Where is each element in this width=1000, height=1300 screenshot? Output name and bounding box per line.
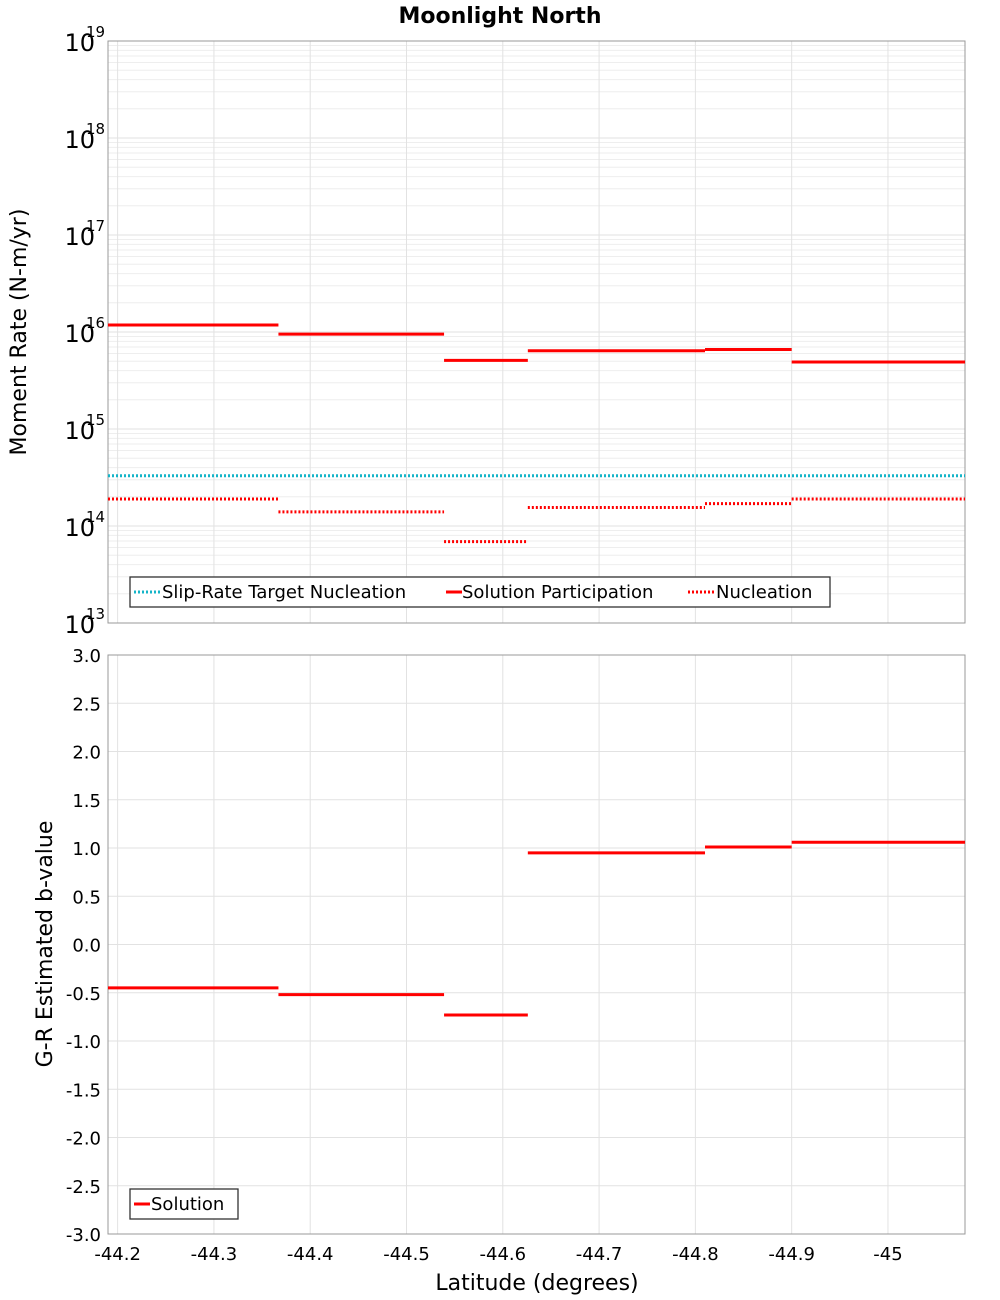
y-tick-label: -2.5: [66, 1177, 101, 1198]
series-solution-participation: [108, 323, 965, 364]
x-tick-label: -44.8: [672, 1244, 719, 1265]
x-tick-label: -44.9: [768, 1244, 815, 1265]
series-nucleation: [108, 497, 965, 544]
y-tick-label: -0.5: [66, 984, 101, 1005]
x-tick-label: -45: [873, 1244, 902, 1265]
x-tick-label: -44.6: [480, 1244, 527, 1265]
x-tick-label: -44.2: [94, 1244, 141, 1265]
y-tick-label: 1.5: [72, 791, 101, 812]
y-tick-label: -3.0: [66, 1225, 101, 1246]
y-tick-label: 1.0: [72, 839, 101, 860]
y-tick-base: 10: [64, 514, 95, 542]
b-value-panel: -3.0 -2.5 -2.0 -1.5 -1.0 -0.5 0.0 0.5 1.0 1.5 2.0 2…: [33, 646, 966, 1296]
y-tick-label: 2.5: [72, 694, 101, 715]
y-tick-exponent: 17: [86, 217, 105, 235]
y-tick-base: 10: [64, 126, 95, 154]
legend-label: Solution Participation: [462, 582, 653, 603]
latitude-x-ticks: -44.2 -44.3 -44.4 -44.5 -44.6 -44.7 -44.8 -44.9…: [94, 1244, 902, 1265]
x-tick-label: -44.7: [576, 1244, 623, 1265]
b-value-y-axis-label: G-R Estimated b-value: [33, 821, 58, 1068]
y-tick-exponent: 19: [86, 23, 105, 41]
b-value-series: [108, 840, 965, 1017]
y-tick-base: 10: [64, 417, 95, 445]
y-tick-base: 10: [64, 223, 95, 251]
latitude-x-axis-label: Latitude (degrees): [435, 1271, 638, 1296]
x-tick-label: -44.5: [383, 1244, 430, 1265]
y-tick-exponent: 13: [86, 605, 105, 623]
x-tick-label: -44.3: [191, 1244, 238, 1265]
b-value-grid: [108, 654, 965, 1235]
y-tick-label: -2.0: [66, 1129, 101, 1150]
moment-rate-series: [108, 323, 965, 544]
b-value-legend: Solution: [129, 1188, 239, 1220]
moment-rate-grid: [108, 40, 965, 624]
y-tick-label: 0.5: [72, 887, 101, 908]
legend-label: Slip-Rate Target Nucleation: [162, 582, 406, 603]
y-tick-exponent: 16: [86, 314, 105, 332]
y-tick-label: -1.5: [66, 1080, 101, 1101]
series-solution: [108, 840, 965, 1017]
y-tick-label: -1.0: [66, 1032, 101, 1053]
moment-rate-y-axis-label: Moment Rate (N-m/yr): [7, 209, 32, 456]
y-tick-base: 10: [64, 320, 95, 348]
y-tick-exponent: 15: [86, 411, 105, 429]
b-value-plot-frame: [107, 654, 966, 1235]
y-tick-base: 10: [64, 29, 95, 57]
chart-title: Moonlight North: [398, 4, 601, 29]
legend-label: Solution: [151, 1194, 224, 1215]
y-tick-label: 2.0: [72, 743, 101, 764]
moment-rate-plot-frame: [107, 40, 966, 624]
b-value-y-ticks: -3.0 -2.5 -2.0 -1.5 -1.0 -0.5 0.0 0.5 1.0 1.5 2.0 2…: [66, 646, 101, 1246]
y-tick-exponent: 14: [86, 508, 105, 526]
x-tick-label: -44.4: [287, 1244, 334, 1265]
moment-rate-legend: Slip-Rate Target Nucleation Solution Part…: [129, 576, 831, 608]
y-tick-exponent: 18: [86, 120, 105, 138]
legend-label: Nucleation: [716, 582, 812, 603]
y-tick-label: 3.0: [72, 646, 101, 667]
y-tick-base: 10: [64, 611, 95, 639]
y-tick-label: 0.0: [72, 936, 101, 957]
